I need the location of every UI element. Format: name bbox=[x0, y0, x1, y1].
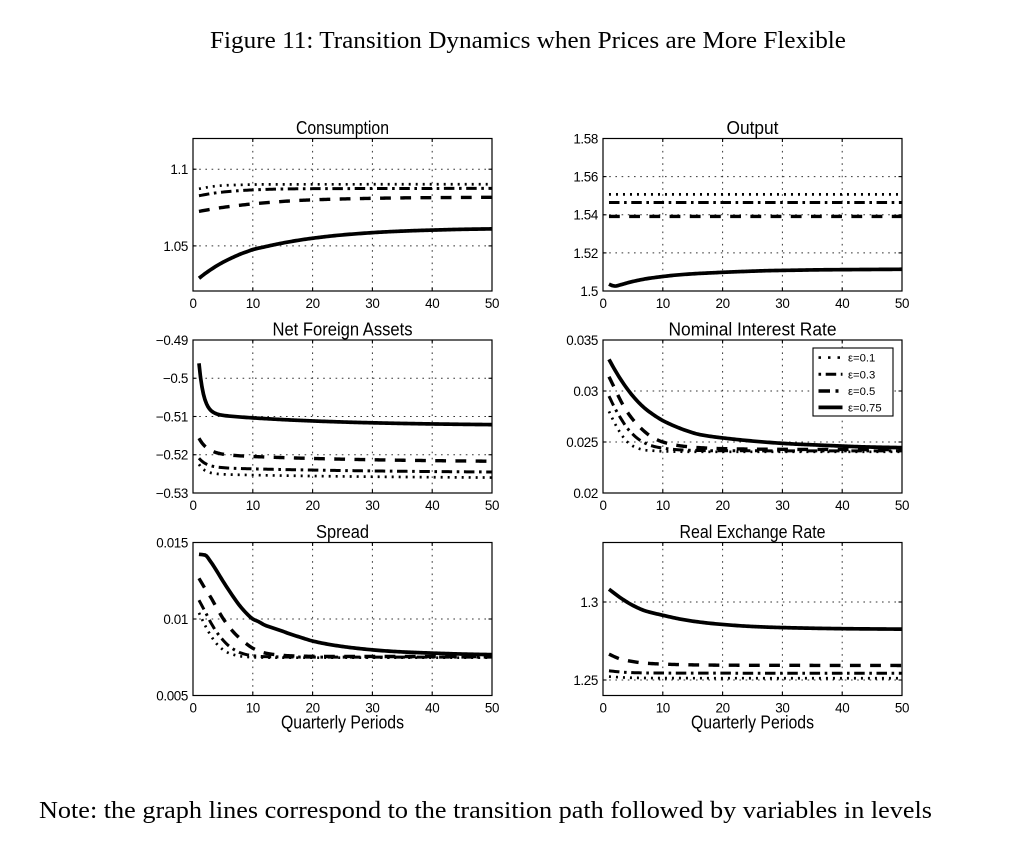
svg-text:50: 50 bbox=[485, 498, 499, 513]
svg-text:Quarterly Periods: Quarterly Periods bbox=[281, 713, 404, 733]
svg-text:1.52: 1.52 bbox=[573, 246, 598, 261]
svg-text:1.3: 1.3 bbox=[580, 595, 598, 610]
svg-text:40: 40 bbox=[835, 296, 849, 311]
svg-text:0.03: 0.03 bbox=[573, 384, 598, 399]
svg-text:0: 0 bbox=[189, 700, 196, 715]
svg-text:30: 30 bbox=[775, 700, 789, 715]
svg-text:Net Foreign Assets: Net Foreign Assets bbox=[273, 320, 413, 340]
svg-text:1.54: 1.54 bbox=[573, 208, 599, 223]
svg-text:0.01: 0.01 bbox=[163, 612, 188, 627]
svg-text:0.025: 0.025 bbox=[566, 435, 598, 450]
svg-text:ε=0.75: ε=0.75 bbox=[848, 402, 882, 414]
svg-text:20: 20 bbox=[715, 700, 729, 715]
svg-text:10: 10 bbox=[656, 498, 670, 513]
svg-text:1.05: 1.05 bbox=[163, 239, 188, 254]
svg-text:1.5: 1.5 bbox=[580, 284, 598, 299]
svg-text:0: 0 bbox=[189, 498, 196, 513]
svg-text:Consumption: Consumption bbox=[296, 118, 389, 138]
svg-text:10: 10 bbox=[246, 700, 260, 715]
svg-text:1.1: 1.1 bbox=[170, 162, 188, 177]
svg-text:20: 20 bbox=[305, 498, 319, 513]
svg-text:30: 30 bbox=[365, 296, 379, 311]
svg-text:0.02: 0.02 bbox=[573, 486, 598, 501]
svg-text:30: 30 bbox=[775, 296, 789, 311]
svg-text:50: 50 bbox=[895, 498, 909, 513]
svg-text:1.58: 1.58 bbox=[573, 131, 598, 146]
svg-text:10: 10 bbox=[656, 700, 670, 715]
svg-text:Figure 11: Transition Dynamics: Figure 11: Transition Dynamics when Pric… bbox=[210, 27, 846, 54]
svg-text:50: 50 bbox=[485, 296, 499, 311]
svg-text:−0.53: −0.53 bbox=[156, 486, 188, 501]
svg-text:1.25: 1.25 bbox=[573, 673, 598, 688]
svg-text:40: 40 bbox=[835, 700, 849, 715]
svg-text:10: 10 bbox=[246, 296, 260, 311]
svg-text:50: 50 bbox=[895, 296, 909, 311]
svg-text:ε=0.3: ε=0.3 bbox=[848, 369, 875, 381]
svg-text:0: 0 bbox=[599, 296, 606, 311]
svg-text:Quarterly Periods: Quarterly Periods bbox=[691, 713, 814, 733]
svg-text:0.015: 0.015 bbox=[156, 535, 188, 550]
svg-text:−0.52: −0.52 bbox=[156, 448, 188, 463]
svg-text:0: 0 bbox=[189, 296, 196, 311]
svg-text:1.56: 1.56 bbox=[573, 170, 598, 185]
svg-text:Nominal Interest Rate: Nominal Interest Rate bbox=[669, 320, 837, 340]
svg-text:30: 30 bbox=[365, 498, 379, 513]
svg-text:−0.49: −0.49 bbox=[156, 333, 188, 348]
svg-text:20: 20 bbox=[305, 296, 319, 311]
svg-text:50: 50 bbox=[485, 700, 499, 715]
svg-text:ε=0.5: ε=0.5 bbox=[848, 386, 875, 398]
svg-text:0: 0 bbox=[599, 700, 606, 715]
svg-text:30: 30 bbox=[365, 700, 379, 715]
svg-text:Output: Output bbox=[727, 118, 779, 138]
svg-text:0.035: 0.035 bbox=[566, 333, 598, 348]
svg-text:20: 20 bbox=[715, 498, 729, 513]
svg-text:50: 50 bbox=[895, 700, 909, 715]
svg-text:40: 40 bbox=[425, 296, 439, 311]
svg-text:20: 20 bbox=[715, 296, 729, 311]
svg-text:ε=0.1: ε=0.1 bbox=[848, 353, 875, 365]
svg-text:10: 10 bbox=[246, 498, 260, 513]
svg-text:Note: the graph lines correspo: Note: the graph lines correspond to the … bbox=[39, 797, 932, 824]
svg-text:30: 30 bbox=[775, 498, 789, 513]
svg-text:−0.5: −0.5 bbox=[163, 371, 188, 386]
svg-text:10: 10 bbox=[656, 296, 670, 311]
svg-text:0: 0 bbox=[599, 498, 606, 513]
svg-text:20: 20 bbox=[305, 700, 319, 715]
svg-text:40: 40 bbox=[835, 498, 849, 513]
svg-text:0.005: 0.005 bbox=[156, 688, 188, 703]
svg-text:Real Exchange Rate: Real Exchange Rate bbox=[680, 522, 826, 542]
svg-text:40: 40 bbox=[425, 498, 439, 513]
svg-text:40: 40 bbox=[425, 700, 439, 715]
svg-text:−0.51: −0.51 bbox=[156, 409, 188, 424]
svg-text:Spread: Spread bbox=[316, 522, 369, 542]
